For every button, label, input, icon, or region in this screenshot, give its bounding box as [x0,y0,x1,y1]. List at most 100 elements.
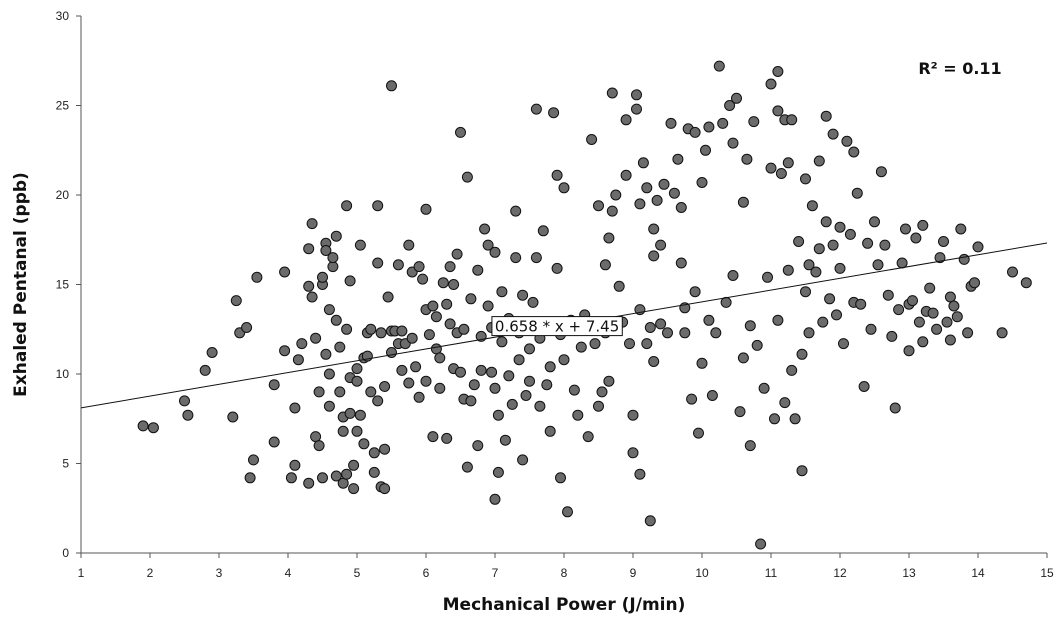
data-point [668,187,680,199]
data-point [354,409,366,421]
data-point [655,318,667,330]
data-point [437,277,449,289]
x-tick-label: 14 [971,566,985,580]
data-point [403,239,415,251]
data-point [713,60,725,72]
data-point [492,466,504,478]
data-point [710,327,722,339]
data-point [306,291,318,303]
data-point [827,239,839,251]
data-point [544,425,556,437]
data-point [786,364,798,376]
data-point [606,87,618,99]
data-point [292,354,304,366]
data-point [727,137,739,149]
data-point [341,200,353,212]
data-point [179,395,190,407]
data-point [796,348,808,360]
data-point [320,348,332,360]
data-point [817,316,829,328]
data-point [775,168,787,179]
data-point [641,338,653,350]
data-points [137,60,1032,550]
data-point [689,126,701,138]
data-point [303,477,315,489]
data-point [575,341,587,353]
data-point [872,259,884,271]
data-point [499,434,511,446]
data-point [417,273,429,285]
data-point [831,309,842,321]
data-point [147,422,159,434]
data-point [330,314,342,326]
data-point [430,311,442,323]
data-point [303,243,315,255]
data-point [458,323,470,335]
data-point [327,252,339,264]
data-point [769,413,780,425]
y-tick-label: 25 [56,99,70,113]
data-point [310,332,322,344]
data-point [796,465,808,477]
y-tick-label: 0 [62,546,69,560]
data-point [544,361,556,373]
data-point [913,316,925,328]
data-point [313,386,325,398]
data-point [351,375,363,387]
data-point [230,295,242,307]
data-point [279,266,291,278]
data-point [382,291,394,303]
data-point [489,493,501,505]
data-point [527,296,539,308]
x-tick-label: 12 [833,566,847,580]
data-point [344,275,356,287]
data-point [506,398,518,410]
data-point [789,413,801,425]
data-point [972,241,984,253]
data-point [969,277,980,289]
data-point [751,339,763,351]
data-point [593,200,604,212]
data-point [248,454,259,466]
data-point [782,157,794,169]
data-point [662,327,673,339]
data-point [444,261,456,273]
data-point [851,187,863,199]
data-point [434,352,446,364]
data-point [689,286,701,298]
data-point [524,375,535,387]
y-tick-label: 5 [62,457,69,471]
data-point [934,252,946,264]
data-point [496,336,508,348]
data-point [348,483,360,495]
data-point [634,468,646,480]
data-point [644,515,656,527]
data-point [820,216,832,228]
data-point [703,314,715,326]
data-point [596,386,608,398]
data-point [655,239,667,251]
data-point [810,266,822,278]
data-point [593,400,604,412]
x-tick-label: 4 [285,566,292,580]
data-point [551,262,563,274]
data-point [824,293,836,305]
data-point [489,382,501,394]
data-point [568,384,580,396]
x-axis-ticks: 1 2 3 4 5 6 7 8 9 10 11 12 13 14 15 [78,553,1054,580]
data-point [765,162,777,174]
data-point [917,219,929,231]
data-point [430,343,442,355]
data-point [938,236,949,247]
data-point [951,311,963,323]
data-point [624,338,635,350]
data-point [461,171,473,183]
y-tick-label: 15 [56,278,70,292]
data-point [627,409,639,421]
data-point [700,144,711,156]
x-tick-label: 7 [492,566,499,580]
data-point [227,411,239,423]
data-point [1007,266,1018,278]
data-point [910,232,922,244]
